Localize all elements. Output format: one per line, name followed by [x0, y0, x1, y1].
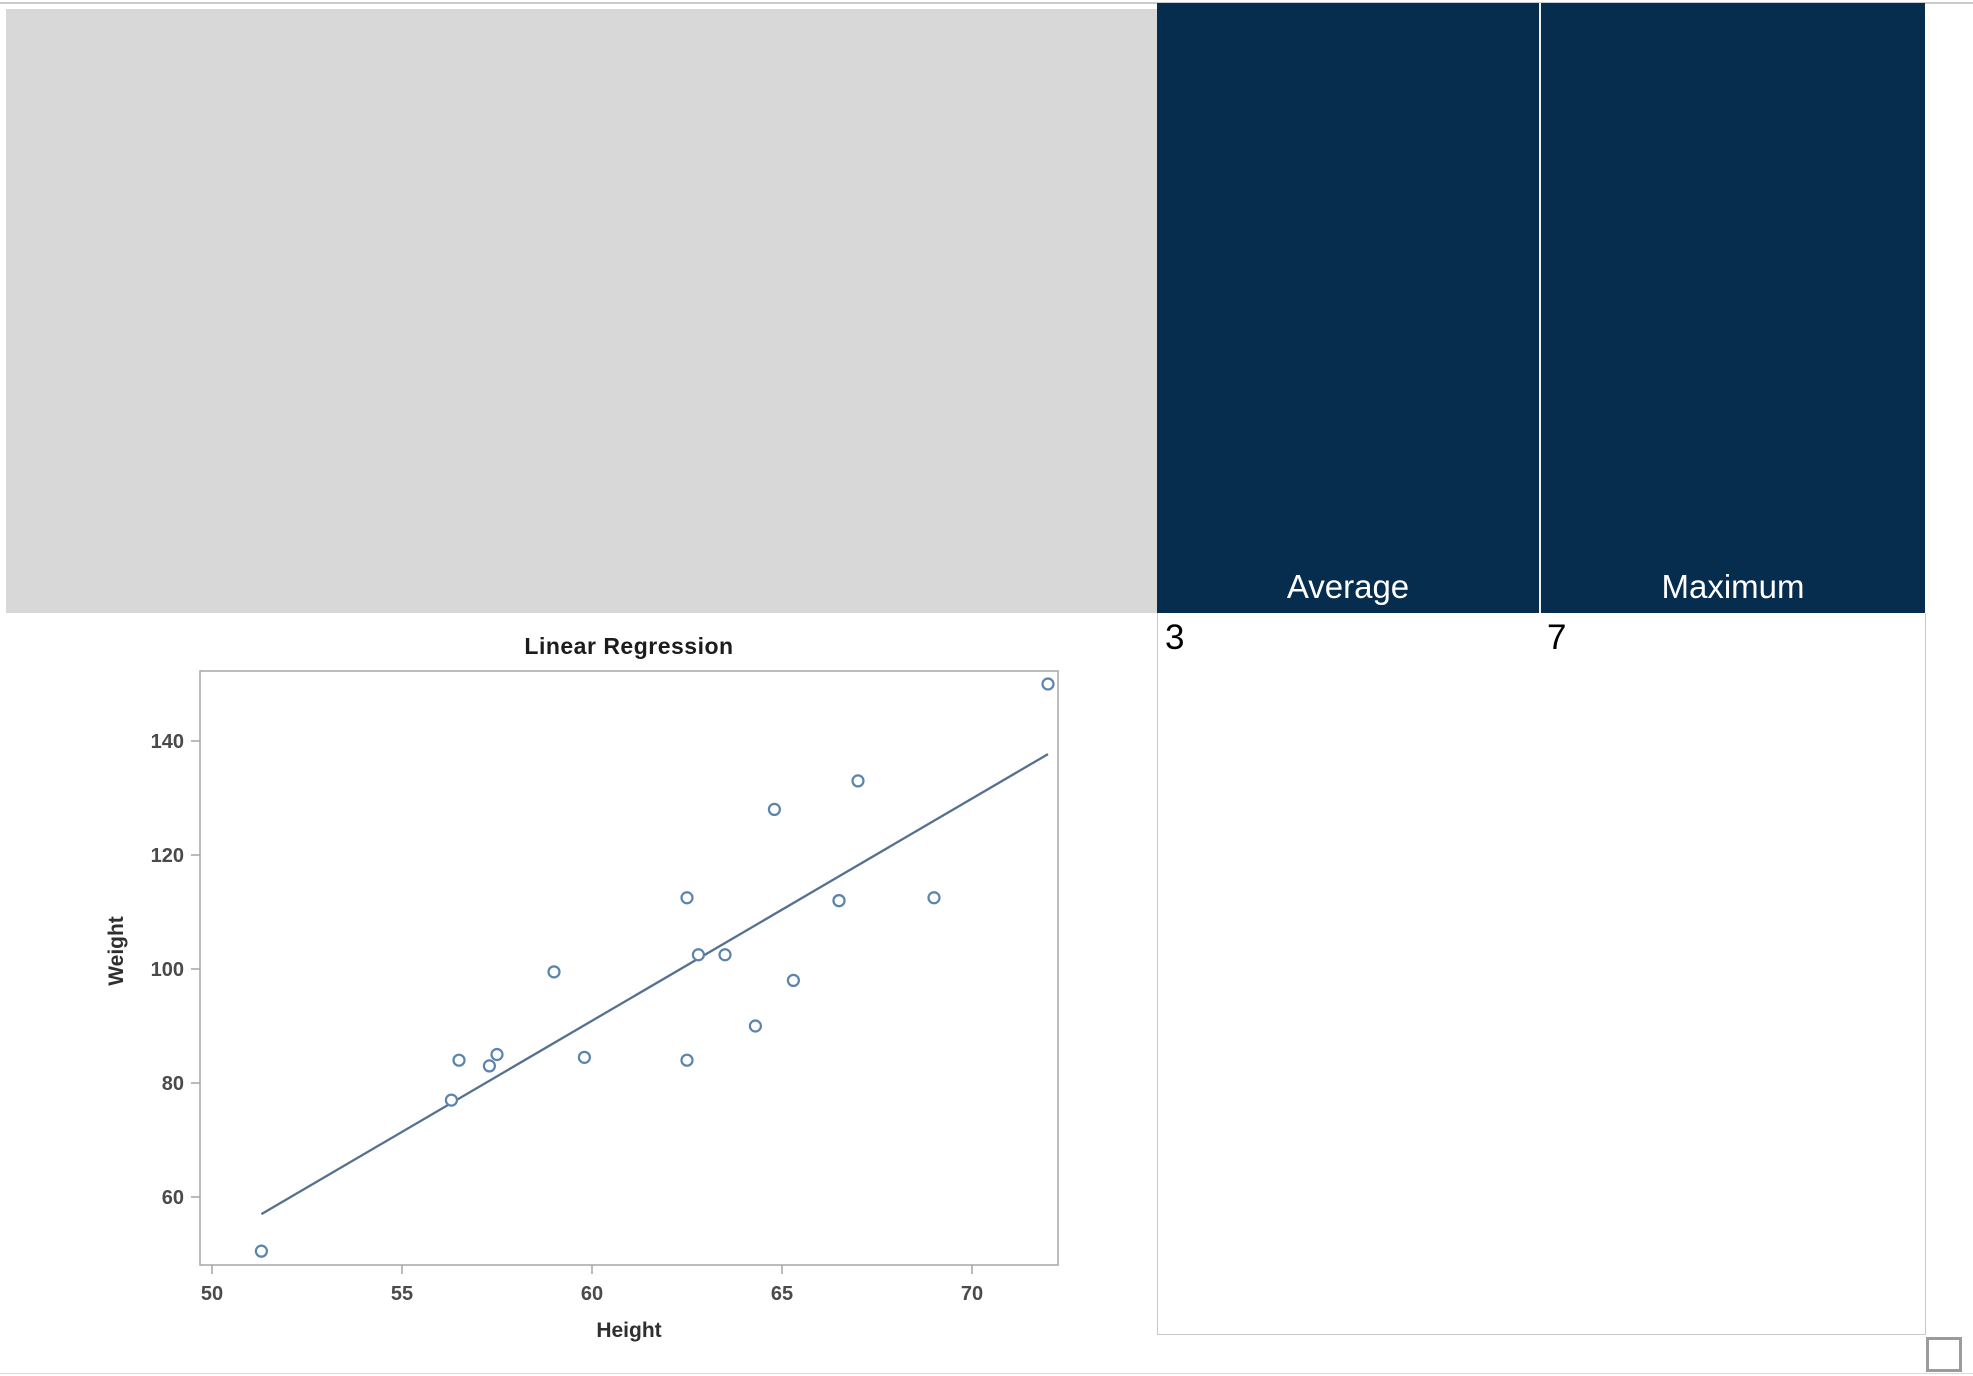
y-tick-label: 80 — [162, 1073, 184, 1095]
y-axis-label: Weight — [105, 916, 128, 986]
y-tick-label: 120 — [151, 845, 184, 867]
plot-title: Linear Regression — [524, 633, 734, 659]
page-top-border — [0, 2, 1973, 4]
y-tick-label: 60 — [162, 1187, 184, 1209]
x-tick-label: 70 — [961, 1283, 983, 1305]
data-point — [577, 1050, 592, 1064]
data-point — [718, 948, 732, 962]
data-point — [680, 1053, 694, 1067]
column-header-average: Average — [1157, 3, 1539, 613]
data-point — [254, 1244, 268, 1258]
x-tick-label: 50 — [201, 1283, 223, 1305]
data-point — [1041, 677, 1055, 691]
x-axis-label: Height — [596, 1319, 662, 1342]
empty-gray-panel — [6, 9, 1157, 613]
data-point — [680, 891, 694, 905]
maximum-value: 7 — [1547, 618, 1567, 657]
data-point — [767, 802, 782, 816]
data-point — [927, 891, 941, 905]
data-point — [547, 965, 561, 979]
selection-resize-handle[interactable] — [1926, 1337, 1962, 1372]
data-point — [691, 948, 706, 962]
column-header-maximum: Maximum — [1541, 3, 1925, 613]
x-tick-label: 60 — [581, 1283, 603, 1305]
page-bottom-border — [0, 1373, 1973, 1374]
data-point — [452, 1053, 466, 1067]
data-point — [490, 1047, 504, 1062]
data-point — [786, 973, 801, 987]
scatter-plot-svg: 50 55 60 65 70 60 80 100 120 140 — [151, 670, 1059, 1305]
plot-frame — [199, 670, 1059, 1266]
data-point — [482, 1059, 496, 1073]
y-tick-label: 140 — [151, 731, 184, 753]
column-divider — [1539, 3, 1541, 613]
column-header-average-label: Average — [1286, 568, 1410, 605]
column-header-maximum-label: Maximum — [1661, 568, 1805, 605]
data-point — [444, 1093, 458, 1107]
average-value: 3 — [1165, 618, 1185, 657]
x-tick-label: 65 — [771, 1283, 793, 1305]
linear-regression-plot: Linear Regression 50 55 60 65 70 60 80 100 120 14… — [0, 613, 1160, 1376]
data-point — [748, 1019, 763, 1033]
data-point — [851, 774, 865, 788]
cell-maximum: 7 — [1540, 613, 1926, 1335]
x-tick-label: 55 — [391, 1283, 413, 1305]
cell-average: 3 — [1157, 613, 1541, 1335]
y-tick-label: 100 — [151, 959, 184, 981]
regression-line — [260, 753, 1049, 1216]
data-point — [832, 894, 846, 908]
